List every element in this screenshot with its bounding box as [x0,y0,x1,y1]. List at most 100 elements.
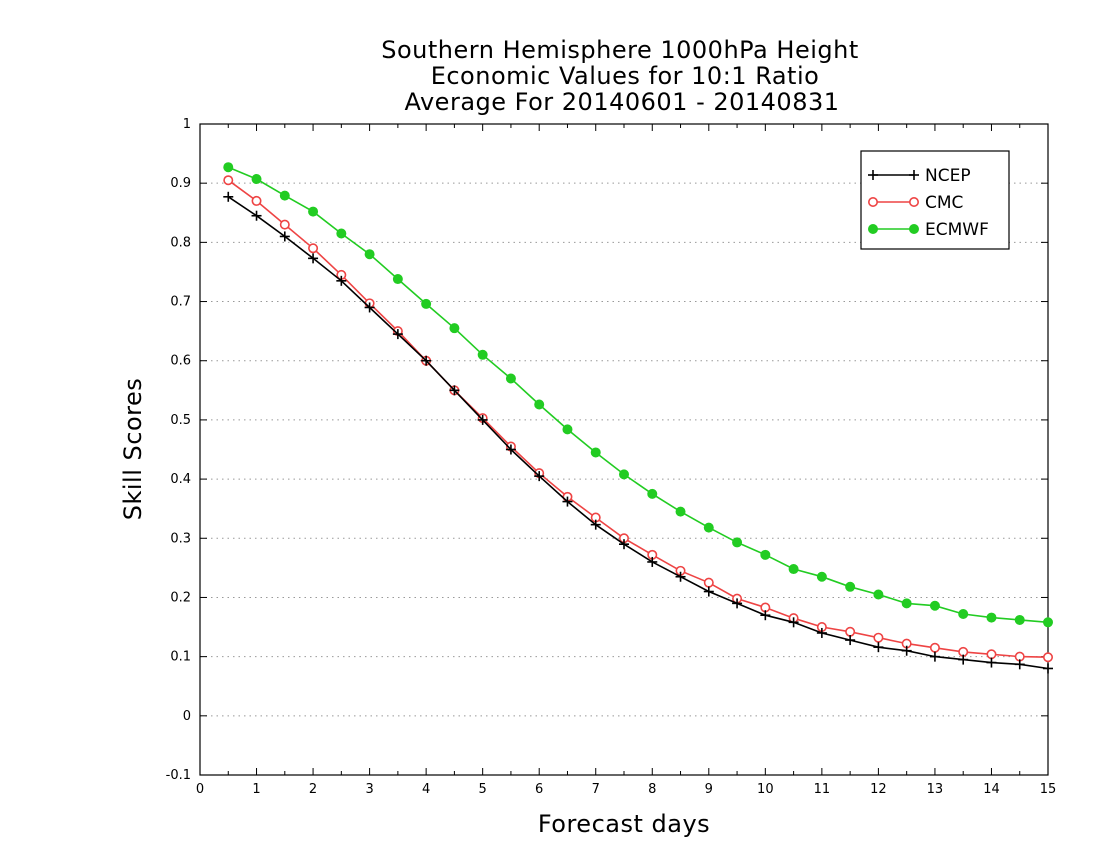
title-line-3: Average For 20140601 - 20140831 [404,88,839,116]
ncep-point [647,556,658,567]
y-tick-label: 0.7 [170,295,191,310]
ncep-point [732,598,743,609]
chart-title: Southern Hemisphere 1000hPa Height Econo… [381,36,858,116]
ncep-point [590,519,601,530]
x-tick-label: 15 [1040,782,1057,797]
legend-items: NCEP CMC ECMWF [867,166,989,240]
ecmwf-point [901,598,912,609]
ecmwf-point [1043,617,1053,628]
ncep-point [816,627,827,638]
legend-marker [868,170,878,180]
ecmwf-point [364,249,375,260]
legend-marker [908,197,919,208]
ecmwf-point [816,571,827,582]
x-tick-label: 3 [365,782,373,797]
x-tick-label: 6 [535,782,543,797]
x-tick-label: 8 [648,782,656,797]
ecmwf-point [1014,614,1025,625]
x-tick-label: 13 [927,782,944,797]
y-tick-label: 0.6 [170,354,191,369]
series-ncep [223,191,1053,674]
legend-label-cmc: CMC [925,193,963,213]
axis-ticks: -0.100.10.20.30.40.50.60.70.80.910 1 2 3 4 5 6… [166,117,1057,797]
ecmwf-point [845,581,856,592]
ecmwf-point [958,609,969,620]
ncep-point [251,210,262,221]
ncep-point [534,471,545,482]
y-tick-label: 0.8 [170,235,191,250]
cmc-point [929,642,940,653]
cmc-point [873,632,884,643]
legend-label-ncep: NCEP [925,166,971,186]
gridlines [200,182,1048,717]
series-group [223,162,1054,674]
cmc-line [227,179,1049,658]
legend-marker [867,197,878,208]
x-tick-label: 0 [196,782,204,797]
cmc-point [845,626,856,637]
cmc-point [251,195,262,206]
ecmwf-point [477,349,488,360]
cmc-point [986,649,997,660]
x-tick-label: 14 [983,782,1000,797]
ecmwf-point [421,298,432,309]
ecmwf-point [392,274,403,285]
ecmwf-point [279,190,290,201]
y-tick-label: 0.9 [170,176,191,191]
x-axis-label: Forecast days [538,810,710,838]
legend-item-ncep: NCEP [868,166,971,186]
y-tick-label: 0.3 [170,531,191,546]
ncep-point [929,651,940,662]
y-axis-label: Skill Scores [119,378,147,521]
y-tick-label: 0.4 [170,472,191,487]
ecmwf-point [223,162,234,173]
ecmwf-point [590,447,601,458]
y-tick-label: 0 [183,709,191,724]
ncep-point [703,586,714,597]
x-tick-label: 1 [252,782,260,797]
ncep-point [364,302,375,313]
ncep-point [845,635,856,646]
ecmwf-point [760,549,771,560]
ncep-point [873,642,884,653]
ncep-point [901,645,912,656]
y-tick-label: 0.1 [170,650,191,665]
legend-item-cmc: CMC [867,193,963,213]
ncep-point [760,610,771,621]
ecmwf-point [251,174,262,185]
ncep-point [986,657,997,668]
ecmwf-point [619,469,629,480]
ecmwf-point [505,373,516,384]
ncep-point [392,329,403,340]
ncep-point [308,253,319,264]
x-tick-label: 10 [757,782,774,797]
ecmwf-point [449,323,460,334]
legend: NCEP CMC ECMWF [860,150,1010,250]
ecmwf-point [986,612,997,623]
ncep-point [449,385,460,396]
ecmwf-point [873,589,884,600]
ecmwf-point [562,424,573,435]
ecmwf-point [534,399,545,410]
series-cmc [223,175,1054,663]
ncep-point [336,275,347,286]
ncep-point [505,444,516,455]
ncep-point [279,231,290,242]
cmc-point [279,219,290,230]
ecmwf-point [788,564,799,575]
legend-marker [909,170,919,180]
legend-marker [868,224,878,234]
y-tick-label: 1 [183,117,191,132]
x-tick-label: 2 [309,782,317,797]
series-ecmwf [223,162,1053,628]
x-tick-label: 5 [479,782,487,797]
legend-item-ecmwf: ECMWF [868,220,989,240]
ncep-point [675,571,686,582]
cmc-point [703,577,714,588]
cmc-point [308,243,319,254]
legend-box [860,150,1010,250]
ncep-point [421,355,432,366]
ncep-point [1014,659,1025,670]
ecmwf-point [647,488,658,499]
